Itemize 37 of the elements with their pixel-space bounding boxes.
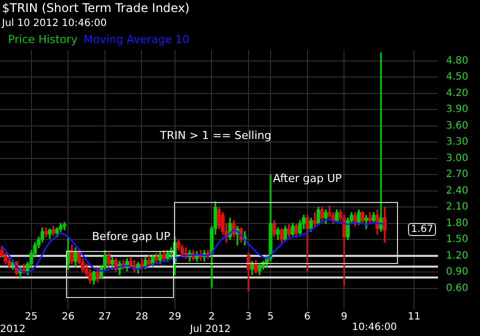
x-tick-label: 26 xyxy=(62,312,74,323)
y-tick-label: 3.00 xyxy=(446,152,468,164)
annotation: Before gap UP xyxy=(92,230,170,243)
annotation: After gap UP xyxy=(273,172,342,185)
text: Jul 2012 xyxy=(190,324,231,335)
x-tick-label: 6 xyxy=(304,312,311,323)
y-tick-label: 2.10 xyxy=(446,202,468,213)
x-tick-label: 29 xyxy=(168,312,182,323)
y-tick-label: 1.80 xyxy=(446,218,468,229)
x-tick-label: 5 xyxy=(267,312,274,323)
y-tick-label: 2.40 xyxy=(446,185,468,196)
y-tick-label: 3.60 xyxy=(446,120,468,132)
y-tick-label: 1.20 xyxy=(446,250,468,262)
y-tick-label: 0.60 xyxy=(446,282,468,294)
y-tick-label: 4.80 xyxy=(446,55,468,66)
y-tick-label: 0.90 xyxy=(446,266,468,278)
x-tick-label: 28 xyxy=(135,312,148,323)
y-tick-label: 4.50 xyxy=(446,72,468,83)
y-tick-label: 2.70 xyxy=(446,169,468,180)
text: 10:46:00 xyxy=(352,322,397,333)
x-tick-label: 11 xyxy=(408,312,420,323)
y-tick-label: 3.30 xyxy=(446,136,468,148)
text: Price History xyxy=(8,33,78,46)
text: 2012 xyxy=(0,324,26,335)
x-tick-label: 3 xyxy=(245,312,252,323)
y-tick-label: 1.50 xyxy=(446,234,468,246)
x-tick-label: 25 xyxy=(24,312,38,323)
y-tick-label: 3.90 xyxy=(446,104,468,116)
annotation: 1.67 xyxy=(408,223,436,236)
chart-subtitle: Jul 10 2012 10:46:00 xyxy=(2,18,107,29)
x-tick-label: 27 xyxy=(98,312,112,323)
x-tick-label: 9 xyxy=(340,312,348,323)
annotation: TRIN > 1 == Selling xyxy=(160,129,272,142)
chart-title: $TRIN (Short Term Trade Index) xyxy=(2,1,190,15)
y-tick-label: 4.20 xyxy=(446,88,468,99)
x-tick-label: 2 xyxy=(208,312,215,323)
text: Moving Average 10 xyxy=(83,33,190,46)
